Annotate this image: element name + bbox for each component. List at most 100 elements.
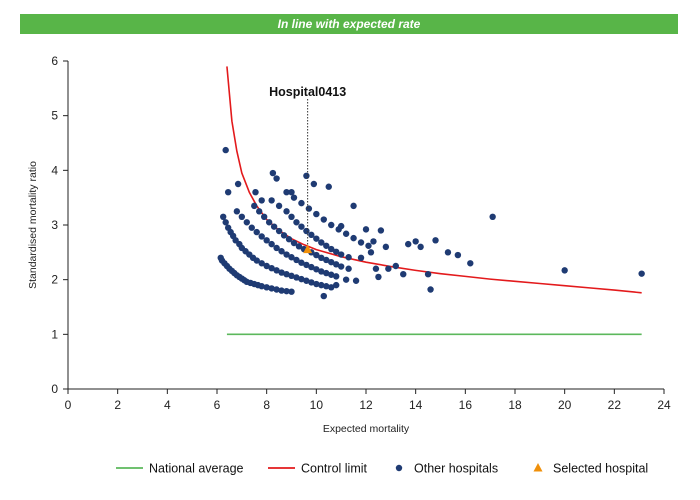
x-tick-label: 2 bbox=[114, 398, 121, 412]
y-tick-label: 3 bbox=[51, 218, 58, 232]
control-limit-curve bbox=[226, 66, 642, 294]
hospital-point bbox=[256, 208, 263, 215]
plot-area bbox=[217, 66, 645, 336]
hospital-point bbox=[382, 243, 390, 251]
hospital-point bbox=[298, 275, 305, 283]
legend-label: Control limit bbox=[301, 462, 368, 476]
hospital-point bbox=[263, 262, 270, 270]
y-tick-label: 1 bbox=[51, 327, 58, 341]
hospital-point bbox=[283, 189, 290, 196]
hospital-point bbox=[318, 268, 325, 275]
legend: National average Control limit Other hospi… bbox=[116, 462, 648, 476]
hospital-point bbox=[220, 213, 227, 220]
hospital-point bbox=[248, 224, 255, 231]
hospital-point bbox=[325, 183, 332, 190]
hospital-point bbox=[342, 276, 350, 283]
hospital-point bbox=[313, 251, 320, 259]
hospital-point bbox=[337, 263, 345, 270]
hospital-point bbox=[323, 283, 330, 290]
hospital-point bbox=[258, 197, 265, 204]
hospital-point bbox=[328, 221, 335, 229]
x-tick-label: 12 bbox=[359, 398, 373, 412]
hospital-point bbox=[328, 245, 335, 253]
hospital-point bbox=[345, 254, 352, 261]
hospital-point bbox=[328, 271, 335, 278]
y-tick-label: 0 bbox=[51, 382, 58, 396]
legend-swatch-triangle bbox=[533, 463, 543, 472]
hospital-point bbox=[318, 239, 325, 246]
x-axis-title: Expected mortality bbox=[323, 423, 410, 435]
hospital-point bbox=[290, 239, 298, 247]
hospital-point bbox=[290, 194, 298, 201]
hospital-point bbox=[293, 256, 300, 264]
hospital-point bbox=[288, 254, 295, 261]
hospital-point bbox=[298, 199, 305, 207]
hospital-point bbox=[638, 270, 645, 277]
hospital-point bbox=[270, 223, 278, 230]
hospital-point bbox=[303, 172, 310, 179]
hospital-point bbox=[273, 286, 280, 293]
hospital-point bbox=[298, 259, 305, 266]
hospital-point bbox=[308, 263, 315, 271]
hospital-point bbox=[352, 277, 360, 284]
legend-swatch-dot bbox=[395, 464, 403, 472]
hospital-point bbox=[365, 242, 372, 249]
hospital-point bbox=[222, 146, 229, 154]
y-tick-label: 4 bbox=[51, 163, 58, 177]
x-tick-label: 8 bbox=[263, 398, 270, 412]
hospital-point bbox=[412, 238, 419, 245]
hospital-point bbox=[405, 240, 412, 248]
selected-hospital-marker bbox=[303, 244, 313, 254]
hospital-point bbox=[303, 261, 310, 269]
hospital-point bbox=[362, 226, 370, 233]
hospital-point bbox=[310, 180, 318, 188]
hospital-point bbox=[370, 238, 377, 245]
annotation-label: Hospital0413 bbox=[269, 85, 346, 99]
hospital-point bbox=[275, 202, 283, 210]
hospital-point bbox=[288, 288, 295, 295]
hospital-point bbox=[258, 233, 265, 240]
hospital-point bbox=[234, 180, 242, 188]
hospital-point bbox=[283, 251, 290, 258]
hospital-point bbox=[313, 266, 320, 273]
hospital-point bbox=[252, 189, 259, 196]
hospital-point bbox=[298, 223, 305, 230]
hospital-point bbox=[400, 271, 407, 278]
annotation: Hospital0413 bbox=[269, 85, 346, 246]
hospital-point bbox=[283, 208, 290, 215]
hospital-point bbox=[283, 271, 290, 278]
hospital-point bbox=[308, 231, 315, 239]
x-tick-label: 18 bbox=[508, 398, 522, 412]
hospital-point bbox=[265, 219, 273, 226]
legend-label: Selected hospital bbox=[553, 462, 648, 476]
hospital-point bbox=[295, 243, 303, 250]
hospital-point bbox=[273, 267, 280, 274]
x-tick-label: 4 bbox=[164, 398, 171, 412]
hospital-point bbox=[333, 248, 340, 255]
hospital-point bbox=[260, 213, 268, 220]
x-tick-label: 16 bbox=[459, 398, 473, 412]
hospital-point bbox=[333, 273, 340, 280]
hospital-point bbox=[318, 254, 325, 261]
y-tick-label: 5 bbox=[51, 109, 58, 123]
hospital-point bbox=[345, 265, 352, 272]
hospital-point bbox=[417, 243, 424, 251]
x-tick-label: 14 bbox=[409, 398, 423, 412]
hospital-point bbox=[424, 271, 432, 278]
hospital-point bbox=[489, 213, 496, 220]
hospital-point bbox=[454, 251, 462, 259]
legend-label: Other hospitals bbox=[414, 462, 498, 476]
hospital-point bbox=[288, 213, 295, 220]
hospital-point bbox=[293, 219, 300, 226]
hospital-point bbox=[467, 260, 474, 267]
hospital-point bbox=[224, 189, 232, 196]
hospital-point bbox=[372, 265, 380, 272]
hospital-point bbox=[357, 239, 365, 246]
hospital-point bbox=[268, 240, 275, 248]
hospital-point bbox=[285, 236, 293, 243]
hospital-point bbox=[323, 242, 330, 249]
hospital-point bbox=[367, 249, 375, 256]
hospital-point bbox=[280, 232, 288, 239]
